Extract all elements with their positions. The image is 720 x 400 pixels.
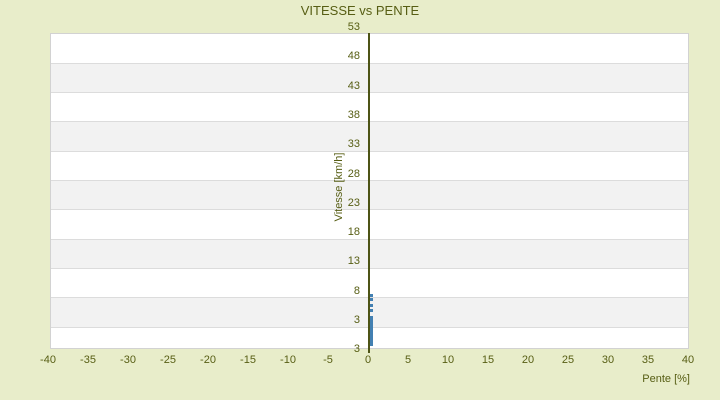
x-tick-label: 0 <box>364 354 372 366</box>
x-tick-label: -20 <box>200 354 216 366</box>
x-axis-title: Pente [%] <box>642 373 690 385</box>
y-tick-label: 38 <box>347 108 360 121</box>
data-point <box>370 323 373 327</box>
x-tick-label: 30 <box>601 354 615 366</box>
x-tick-label: -25 <box>160 354 176 366</box>
y-tick-label: 48 <box>347 50 360 63</box>
data-point <box>370 294 373 298</box>
x-tick-label: 10 <box>441 354 455 366</box>
y-tick-label: 18 <box>347 226 360 239</box>
data-point <box>370 297 373 301</box>
y-axis-title: Vitesse [km/h] <box>333 152 345 222</box>
x-tick-label: -35 <box>80 354 96 366</box>
data-point <box>370 308 373 312</box>
data-point <box>370 318 373 322</box>
x-tick-label: 25 <box>561 354 575 366</box>
chart-title: VITESSE vs PENTE <box>300 3 420 18</box>
x-tick-label: 40 <box>681 354 695 366</box>
x-tick-label: -5 <box>323 354 333 366</box>
data-point <box>370 315 373 319</box>
x-tick-label: -40 <box>40 354 56 366</box>
data-point <box>370 321 373 325</box>
y-tick-label: 23 <box>347 196 360 209</box>
x-tick-label: -15 <box>240 354 256 366</box>
x-tick-label: 35 <box>641 354 655 366</box>
y-tick-label: 53 <box>347 21 360 33</box>
y-tick-label: 3 <box>353 314 360 326</box>
y-tick-label: 8 <box>353 284 360 297</box>
x-tick-label: -10 <box>280 354 296 366</box>
x-tick-label: 15 <box>481 354 495 366</box>
x-tick-label: -30 <box>120 354 136 366</box>
y-tick-label: 33 <box>347 138 360 151</box>
y-axis-zero-line <box>368 33 370 353</box>
y-axis-bottom-label: 3 <box>353 343 360 355</box>
y-tick-label: 13 <box>347 255 360 268</box>
data-point <box>370 304 373 308</box>
x-tick-label: 5 <box>404 354 412 366</box>
y-tick-label: 28 <box>347 167 360 180</box>
x-tick-label: 20 <box>521 354 535 366</box>
y-tick-label: 43 <box>347 79 360 92</box>
